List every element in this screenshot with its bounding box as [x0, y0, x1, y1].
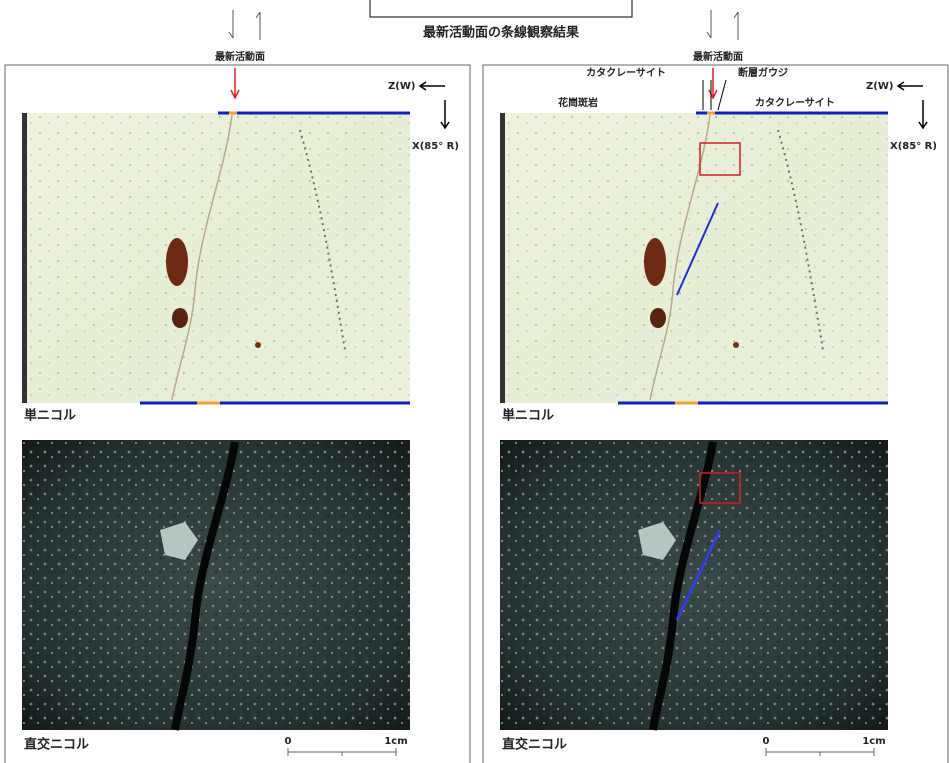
oxide	[644, 238, 666, 286]
photo-edge	[22, 113, 27, 403]
photo-texture	[22, 440, 410, 730]
upper-label: 単ニコル	[24, 408, 76, 424]
top-label: 最新活動面	[215, 50, 265, 63]
z-label: Z(W)	[388, 81, 415, 92]
photo-texture	[22, 113, 410, 403]
z-label: Z(W)	[866, 81, 893, 92]
dark-vein	[171, 441, 239, 731]
arrow-down	[706, 10, 712, 39]
oxide	[733, 342, 739, 348]
arrow-down	[228, 10, 234, 39]
oxide	[172, 308, 188, 328]
panel-frame	[482, 64, 949, 763]
arrow-up	[255, 11, 261, 40]
z-arrow	[418, 81, 445, 91]
oxide	[255, 342, 261, 348]
annotation: カタクレーサイト	[755, 97, 835, 109]
dark-vein	[649, 441, 717, 731]
blue-line	[675, 529, 722, 621]
lower-label: 直交ニコル	[24, 737, 89, 753]
oxide	[166, 238, 188, 286]
x-label: X(85° R)	[890, 141, 937, 152]
oxide	[650, 308, 666, 328]
caption-box	[369, 0, 633, 18]
scale-end: 1cm	[862, 736, 885, 747]
x-label: X(85° R)	[412, 141, 459, 152]
photo-edge	[500, 113, 505, 403]
blue-line	[676, 202, 719, 296]
x-arrow	[440, 100, 450, 130]
red-box	[699, 472, 741, 504]
annotation: カタクレーサイト	[586, 67, 666, 79]
top-label: 最新活動面	[693, 50, 743, 63]
red-box	[699, 142, 741, 176]
annotation: 断層ガウジ	[738, 66, 788, 79]
red-arrow	[230, 68, 240, 100]
crystal	[160, 522, 198, 560]
caption: 最新活動面の条線観察結果	[423, 25, 579, 41]
arrow-up	[733, 11, 739, 40]
upper-label: 単ニコル	[502, 408, 554, 424]
leader	[702, 79, 727, 111]
crystal	[638, 522, 676, 560]
vein	[777, 129, 824, 351]
vein	[649, 114, 711, 401]
z-arrow	[896, 81, 923, 91]
scale-end: 1cm	[384, 736, 407, 747]
vein	[171, 114, 233, 401]
scale-start: 0	[285, 736, 292, 747]
annotation: 花崗斑岩	[558, 96, 598, 109]
scale-bar	[287, 748, 397, 756]
scale-bar	[765, 748, 875, 756]
x-arrow	[918, 100, 928, 130]
red-arrow	[708, 68, 718, 100]
panel-frame	[4, 64, 471, 763]
vein	[299, 129, 346, 351]
lower-label: 直交ニコル	[502, 737, 567, 753]
scale-start: 0	[763, 736, 770, 747]
